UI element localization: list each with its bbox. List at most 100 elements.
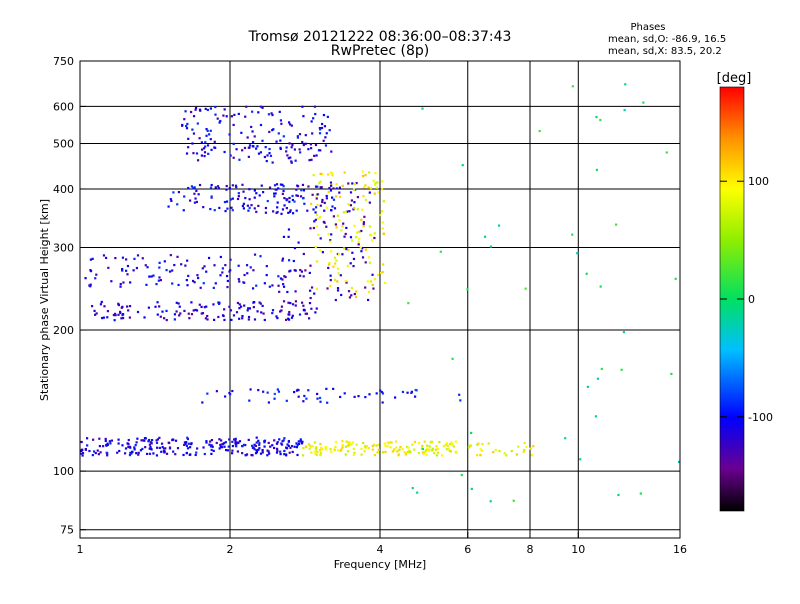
data-point [214,105,217,109]
data-point [196,159,200,162]
data-point [233,113,236,116]
data-point [228,270,231,273]
data-point [105,443,108,447]
data-point [253,300,256,304]
data-point [319,180,322,183]
data-point [229,309,233,312]
data-point [341,225,344,228]
data-point [364,198,368,202]
data-point [135,452,138,455]
data-point [152,274,155,277]
data-point [95,312,98,315]
data-point [677,460,680,464]
data-point [252,145,255,148]
data-point [319,453,322,457]
data-point [234,439,237,442]
data-point [349,262,352,265]
data-point [231,440,234,443]
data-point [302,400,305,403]
data-point [231,184,234,187]
data-point [275,188,278,191]
data-point [219,445,222,448]
data-point [231,209,234,212]
x-tick-label: 1 [77,543,84,556]
data-point [96,449,99,452]
x-tick-label: 8 [527,543,534,556]
data-point [302,304,305,307]
data-point [258,194,261,197]
data-point [209,440,212,443]
data-point [469,444,472,447]
data-point [242,443,246,446]
data-point [367,186,370,189]
data-point [291,314,294,317]
data-point [231,197,234,200]
data-point [352,208,355,211]
data-point [311,132,314,135]
data-point [225,188,228,191]
data-point [216,117,219,120]
data-point [329,184,333,187]
data-point [112,313,115,317]
data-point [406,391,409,394]
data-point [257,204,260,208]
data-point [362,441,365,445]
data-point [127,445,130,448]
data-point [341,439,344,443]
data-point [333,449,336,452]
data-point [251,141,255,144]
data-point [310,286,314,289]
data-point [340,293,343,297]
data-point [257,439,260,442]
data-point [177,283,180,287]
data-point [294,269,297,272]
data-point [197,276,200,280]
data-point [226,285,229,289]
data-point [168,270,172,273]
data-point [258,442,261,445]
data-point [674,277,677,280]
data-point [372,443,376,446]
data-point [141,447,144,451]
data-point [386,445,389,448]
data-point [329,274,332,277]
data-point [99,303,103,306]
data-point [195,309,199,312]
data-point [319,451,323,455]
data-point [315,225,319,228]
data-point [431,449,434,452]
data-point [376,451,379,454]
data-point [241,314,244,318]
data-point [305,312,309,315]
data-point [273,446,276,450]
data-point [345,226,348,230]
data-point [106,454,109,457]
data-point [510,449,513,453]
data-point [289,156,292,159]
data-point [213,146,216,149]
data-point [342,222,345,225]
data-point [522,450,525,453]
data-point [277,390,281,393]
data-point [317,233,320,236]
data-point [167,441,170,444]
data-point [449,450,453,453]
data-point [121,316,125,320]
data-point [366,298,370,302]
data-point [360,208,364,211]
data-point [221,443,224,446]
colorbar-ticks: 100 0 -100 [720,175,773,424]
data-point [479,448,482,451]
data-point [353,395,356,399]
data-point [481,443,484,446]
data-point [142,439,145,442]
data-point [143,316,146,319]
data-point [151,438,154,442]
data-point [225,200,229,203]
data-point [312,173,315,177]
data-point [159,315,162,318]
data-point [137,453,140,456]
colorbar-tick-label: 100 [748,175,769,188]
data-point [428,449,431,453]
data-point [123,452,127,455]
